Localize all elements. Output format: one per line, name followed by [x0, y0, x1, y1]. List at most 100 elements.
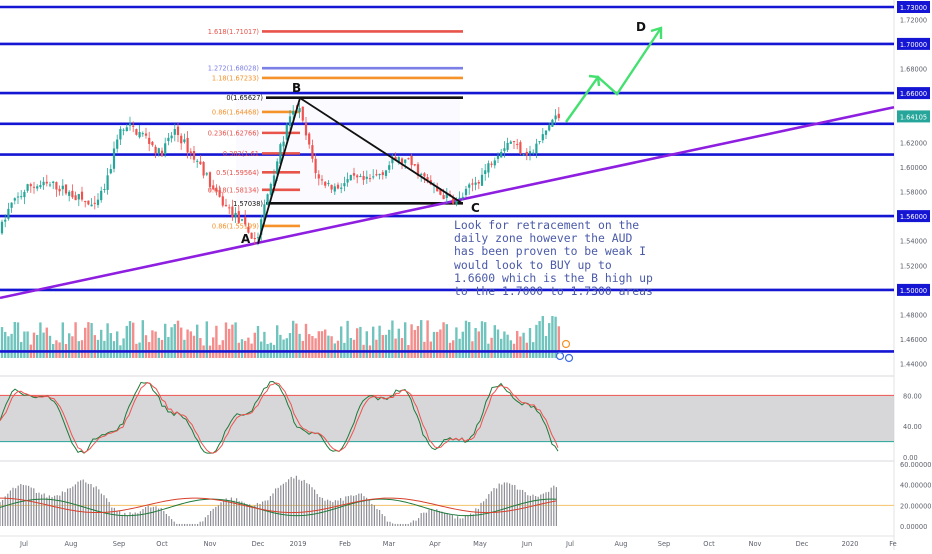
- candle-body: [128, 123, 132, 126]
- arrowhead: [588, 74, 601, 87]
- candle-body: [77, 194, 80, 200]
- time-tick-label: Aug: [65, 540, 78, 548]
- volume-bar: [509, 340, 512, 358]
- candle-body: [224, 204, 228, 206]
- candle-body: [7, 208, 10, 219]
- volume-bar: [452, 340, 455, 358]
- candle-body: [554, 115, 557, 120]
- candle-body: [29, 184, 32, 187]
- candle-body: [186, 137, 189, 153]
- time-tick-label: 2019: [290, 540, 307, 548]
- volume-bar: [320, 331, 324, 358]
- stoch-d-line: [0, 381, 559, 454]
- volume-bar: [372, 326, 375, 358]
- candle-body: [365, 176, 368, 179]
- time-tick-label: Fe: [889, 540, 897, 548]
- candle-body: [215, 188, 218, 192]
- event-marker: [561, 339, 571, 349]
- volume-bar: [164, 323, 167, 358]
- candle-body: [36, 186, 39, 189]
- last-price-tag: [897, 110, 930, 123]
- volume-bar: [304, 323, 308, 358]
- volume-bar: [16, 322, 20, 358]
- time-tick-label: Dec: [252, 540, 265, 548]
- momentum-tick-label: 0.00000: [900, 523, 927, 531]
- price-tick-label: 1.72000: [900, 16, 927, 24]
- volume-bar: [340, 326, 343, 358]
- candle-body: [308, 133, 311, 145]
- volume-bar: [292, 320, 295, 358]
- volume-bar: [279, 334, 282, 358]
- volume-bar: [48, 335, 52, 358]
- candle-body: [32, 186, 36, 188]
- fib-level-label: 0.5(1.59564): [216, 169, 259, 177]
- arrowhead: [650, 26, 663, 39]
- volume-bar: [282, 339, 285, 358]
- fib-level-label: 0.382(1.61: [223, 150, 259, 158]
- volume-bar: [93, 335, 96, 358]
- volume-bar: [116, 331, 119, 358]
- volume-bar: [173, 324, 176, 358]
- candle-body: [218, 190, 221, 197]
- volume-bar: [154, 331, 157, 358]
- fib-zone: [236, 97, 460, 204]
- event-marker: [564, 353, 574, 363]
- candle-body: [151, 141, 154, 146]
- candle-body: [116, 139, 119, 149]
- volume-bar: [519, 336, 522, 358]
- volume-bar: [327, 335, 330, 358]
- volume-bar: [77, 341, 80, 358]
- volume-bar: [180, 327, 183, 358]
- candle-body: [506, 142, 509, 150]
- candle-body: [356, 175, 359, 178]
- candle-body: [202, 162, 205, 176]
- volume-bar: [55, 340, 58, 358]
- volume-bar: [439, 329, 442, 358]
- candle-body: [71, 190, 74, 198]
- candle-body: [532, 152, 535, 154]
- price-tick-label: 1.62000: [900, 139, 927, 147]
- volume-bar: [196, 324, 199, 358]
- candle-body: [170, 135, 173, 139]
- candle-body: [148, 137, 151, 144]
- volume-bar: [80, 340, 84, 358]
- candle-body: [340, 187, 343, 189]
- candle-body: [480, 174, 484, 186]
- candle-body: [292, 111, 295, 115]
- volume-bar: [74, 322, 77, 358]
- volume-bar: [506, 334, 509, 358]
- volume-bar: [176, 320, 180, 358]
- candle-body: [157, 148, 160, 154]
- point-b-label: B: [292, 81, 301, 95]
- candle-body: [279, 144, 282, 164]
- candle-body: [420, 173, 423, 175]
- volume-bar: [221, 340, 224, 358]
- candle-body: [96, 199, 100, 205]
- candle-body: [180, 135, 183, 144]
- candle-body: [196, 160, 199, 162]
- volume-bar: [445, 324, 448, 358]
- candle-body: [42, 181, 45, 186]
- candle-body: [112, 148, 116, 169]
- volume-bar: [365, 331, 368, 358]
- volume-bar: [503, 331, 506, 358]
- candle-body: [26, 184, 29, 191]
- time-tick-label: Apr: [429, 540, 441, 548]
- volume-bar: [244, 340, 247, 358]
- candle-body: [452, 198, 455, 204]
- time-tick-label: Mar: [383, 540, 396, 548]
- volume-bar: [394, 338, 397, 358]
- candle-body: [247, 226, 250, 233]
- fib-level-label: 1.18(1.67233): [212, 74, 259, 82]
- candle-body: [535, 143, 538, 154]
- fib-level-label: 0(1.65627): [226, 94, 263, 102]
- volume-bar: [349, 337, 352, 358]
- volume-bar: [532, 342, 535, 358]
- time-tick-label: Sep: [658, 540, 670, 548]
- price-axis: 1.730001.720001.700001.680001.660001.640…: [897, 1, 930, 369]
- candle-body: [538, 141, 541, 143]
- candle-body: [234, 212, 237, 218]
- volume-bar: [96, 339, 100, 358]
- volume-bar: [224, 322, 228, 358]
- volume-bar: [516, 330, 519, 358]
